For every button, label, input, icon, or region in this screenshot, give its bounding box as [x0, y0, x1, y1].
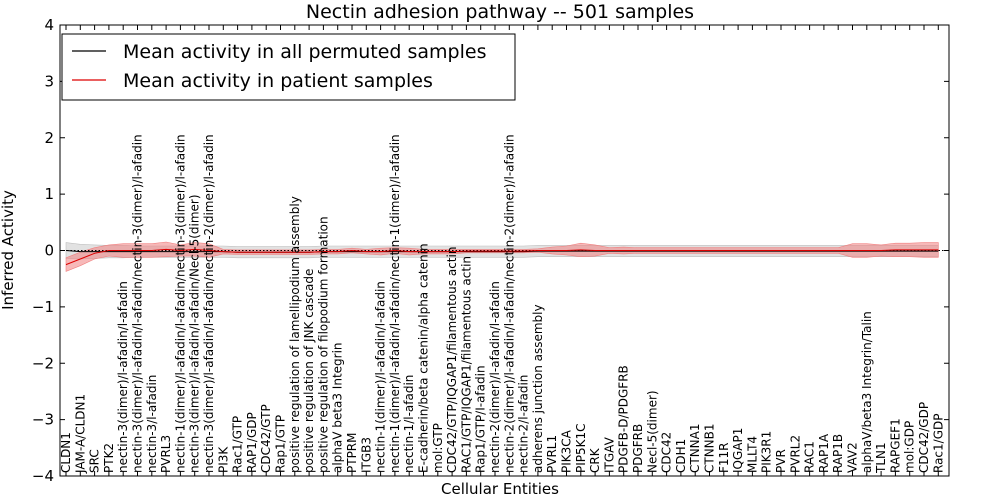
category-label: alphaV beta3 Integrin — [331, 342, 345, 473]
y-tick-label: −2 — [32, 354, 54, 372]
y-tick-label: 2 — [44, 129, 54, 147]
category-label: Rac1/GDP — [931, 414, 945, 473]
category-label: CDC42/GTP/IQGAP1/filamentous actin — [445, 247, 459, 473]
series-lines — [65, 248, 939, 266]
category-label: nectin-1(dimer)/l-afadin/l-afadin/nectin… — [388, 134, 402, 473]
category-label: Rap1/GTP/I-afadin — [474, 365, 488, 473]
y-tick-label: 1 — [44, 185, 54, 203]
y-tick-label: −4 — [32, 467, 54, 485]
category-label: CDH1 — [674, 439, 688, 473]
category-label: RAP1B — [831, 434, 845, 473]
category-label: PVRL2 — [788, 435, 802, 473]
category-label: CTNNA1 — [688, 423, 702, 473]
legend-label-permuted: Mean activity in all permuted samples — [123, 41, 486, 63]
category-label: alphaV/beta3 Integrin/Talin — [860, 311, 874, 473]
category-label: nectin-1(dimer)/l-afadin/l-afadin — [374, 281, 388, 473]
category-label: CLDN1 — [59, 432, 73, 473]
category-label: positive regulation of JNK cascade — [302, 269, 316, 473]
category-label: MLLT4 — [745, 436, 759, 473]
category-label: ITGB3 — [359, 437, 373, 473]
category-label: positive regulation of filopodium format… — [316, 216, 330, 473]
category-label: PVRL3 — [159, 435, 173, 473]
category-label: PVR — [774, 449, 788, 473]
y-tick-label: 4 — [44, 16, 54, 34]
category-label: CDC42/GDP — [917, 402, 931, 473]
category-label: CDC42 — [660, 432, 674, 473]
category-label: nectin-2(dimer)/l-afadin/l-afadin — [488, 281, 502, 473]
category-label: JAM-A/CLDN1 — [73, 394, 87, 474]
category-label: PI3K — [216, 446, 230, 473]
category-label: RAPGEF1 — [888, 418, 902, 473]
category-label: nectin-1(dimer)/l-afadin/l-afadin/nectin… — [173, 134, 187, 473]
plot-frame — [59, 24, 950, 477]
category-label: nectin-2/l-afadin — [517, 375, 531, 473]
category-label: nectin-3/l-afadin — [145, 375, 159, 473]
category-label: PTK2 — [102, 443, 116, 473]
category-label: RAP1A — [817, 433, 831, 473]
x-axis-title: Cellular Entities — [441, 480, 559, 498]
category-label: CDC42/GTP — [259, 404, 273, 473]
legend-box — [61, 33, 516, 101]
category-label: PIK3R1 — [760, 431, 774, 473]
category-label: TLN1 — [874, 442, 888, 474]
category-label: nectin-3(dimer)/l-afadin/l-afadin/nectin… — [202, 134, 216, 473]
category-label: nectin-2(dimer)/l-afadin/l-afadin/nectin… — [502, 134, 516, 473]
legend: Mean activity in all permuted samples Me… — [61, 33, 516, 101]
category-label: CRK — [588, 447, 602, 473]
category-label: PVRL1 — [545, 435, 559, 473]
y-axis-title: Inferred Activity — [0, 190, 17, 310]
category-label: PIK3CA — [560, 429, 574, 473]
category-label: ITGAV — [602, 436, 616, 473]
category-label: mol:GTP — [431, 423, 445, 473]
category-labels: CLDN1 JAM-A/CLDN1 SRC PTK2 nectin-3(dimer)/l… — [59, 134, 945, 474]
category-label: PIP5K1C — [574, 423, 588, 473]
category-label: RAC1/GTP/IQGAP1/filamentous actin — [459, 256, 473, 473]
category-label: VAV2 — [846, 442, 860, 473]
category-label: Rac1/GTP — [231, 416, 245, 473]
category-label: nectin-3(dimer)/l-afadin/l-afadin — [116, 281, 130, 473]
y-tick-label: 3 — [44, 72, 54, 90]
category-label: RAP1/GDP — [245, 412, 259, 473]
y-tick-label: 0 — [44, 242, 54, 260]
category-label: PTPRM — [345, 433, 359, 474]
category-label: Necl-5(dimer) — [645, 390, 659, 473]
category-label: E-cadherin/beta catenin/alpha catenin — [417, 243, 431, 473]
axis-ticks: −4 −3 −2 −1 0 1 2 3 4 — [32, 16, 949, 485]
category-label: mol:GDP — [903, 421, 917, 473]
category-label: Rap1/GTP — [274, 415, 288, 473]
chart-title: Nectin adhesion pathway -- 501 samples — [306, 1, 694, 23]
category-label: RAC1 — [803, 441, 817, 473]
category-label: IQGAP1 — [731, 428, 745, 473]
category-label: PDGFB-D/PDGFRB — [617, 365, 631, 473]
category-label: nectin-1/l-afadin — [402, 375, 416, 473]
category-label: positive regulation of lamellipodium ass… — [288, 196, 302, 473]
category-label: F11R — [717, 442, 731, 473]
category-label: adherens junction assembly — [531, 304, 545, 473]
legend-label-patient: Mean activity in patient samples — [123, 70, 433, 92]
y-tick-label: −1 — [32, 298, 54, 316]
line-series-1 — [65, 248, 939, 266]
category-label: nectin-3(dimer)/l-afadin/l-afadin/nectin… — [131, 134, 145, 473]
category-label: CTNNB1 — [703, 423, 717, 473]
category-label: PDGFRB — [631, 424, 645, 473]
category-label: SRC — [88, 449, 102, 473]
category-label: nectin-3(dimer)/l-afadin/l-afadin/Necl-5… — [188, 194, 202, 473]
y-tick-label: −3 — [32, 411, 54, 429]
band-series-1 — [65, 241, 939, 272]
